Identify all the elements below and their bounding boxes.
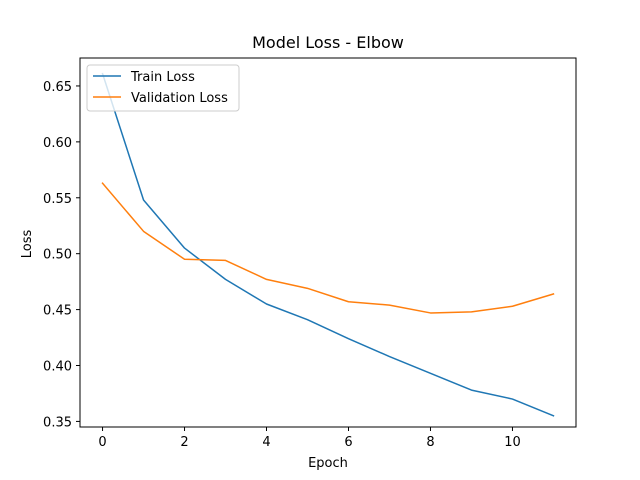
y-tick-label: 0.65 [43, 80, 72, 95]
y-tick-label: 0.50 [43, 248, 72, 263]
plot-area [79, 57, 577, 428]
y-axis-label: Loss [20, 230, 35, 259]
legend-label: Train Loss [130, 70, 195, 85]
axes-frame [79, 57, 577, 428]
legend-box [86, 64, 240, 112]
legend-label: Validation Loss [131, 91, 228, 106]
y-tick-label: 0.40 [43, 360, 72, 375]
y-tick-label: 0.60 [43, 136, 72, 151]
y-axis-ticks: 0.35 0.40 0.45 0.50 0.55 0.60 0.65 [43, 80, 80, 430]
x-tick-label: 2 [180, 435, 188, 450]
y-tick-label: 0.45 [43, 304, 72, 319]
y-tick-label: 0.55 [43, 192, 72, 207]
x-tick-label: 0 [98, 435, 106, 450]
x-tick-label: 8 [426, 435, 434, 450]
x-tick-label: 10 [504, 435, 521, 450]
y-tick-label: 0.35 [43, 415, 72, 430]
x-tick-label: 6 [344, 435, 352, 450]
x-axis-ticks: 0 2 4 6 8 10 [98, 427, 521, 450]
series-line-1 [101, 182, 555, 314]
series-line-0 [101, 72, 555, 417]
series-layer [101, 72, 555, 417]
chart-title: Model Loss - Elbow [252, 33, 404, 52]
x-axis-label: Epoch [308, 456, 348, 471]
x-tick-label: 4 [262, 435, 270, 450]
legend: Train Loss Validation Loss [86, 64, 240, 112]
